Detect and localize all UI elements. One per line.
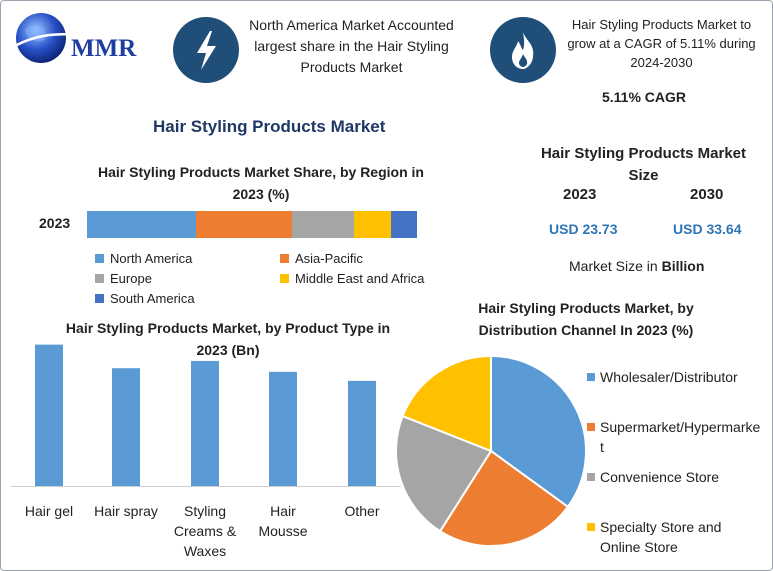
lightning-badge	[173, 17, 239, 83]
product-bar-1	[112, 368, 140, 486]
product-category-label-3: Hair Mousse	[258, 503, 308, 539]
logo-text: MMR	[71, 35, 137, 62]
pie-slice-2	[395, 414, 493, 533]
legend-label: Asia-Pacific	[295, 251, 363, 266]
market-size-value-2023: USD 23.73	[549, 221, 618, 237]
legend-label: Convenience Store	[600, 469, 720, 485]
region-stacked-bar	[87, 211, 417, 238]
product-category-label-1: Hair spray	[94, 503, 158, 519]
market-size-note: Market Size in Billion	[569, 258, 704, 274]
header-cagr-text: Hair Styling Products Market to grow at …	[567, 17, 756, 70]
legend-mea: Middle East and Africa	[280, 271, 424, 286]
pie-legend-convenience: Convenience Store	[587, 467, 767, 487]
market-size-note-text: Market Size in Billion	[569, 258, 704, 274]
logo: MMR	[11, 9, 161, 67]
pie-legend-wholesaler: Wholesaler/Distributor	[587, 367, 767, 387]
region-bar-segment-4	[390, 211, 417, 238]
legend-europe: Europe	[95, 271, 152, 286]
market-size-year-2023: 2023	[563, 186, 597, 203]
legend-label: Supermarket/Hypermarket	[600, 419, 761, 455]
distribution-pie-chart	[395, 354, 587, 547]
legend-swatch	[587, 473, 595, 481]
region-bar-segment-1	[195, 211, 292, 238]
pie-slice-1	[438, 449, 570, 547]
market-size-note-unit: Billion	[661, 258, 705, 274]
legend-label: Specialty Store and Online Store	[600, 519, 722, 555]
product-bar-0	[35, 344, 63, 486]
legend-label: North America	[110, 251, 193, 266]
region-bar-segment-2	[291, 211, 355, 238]
legend-swatch	[95, 294, 104, 303]
region-chart-title: Hair Styling Products Market Share, by R…	[98, 164, 424, 202]
legend-swatch	[280, 274, 289, 283]
legend-label: Middle East and Africa	[295, 271, 425, 286]
legend-swatch	[587, 523, 595, 531]
pie-legend-supermarket: Supermarket/Hypermarket	[587, 417, 763, 457]
main-title: Hair Styling Products Market	[153, 117, 386, 136]
header-north-america-text: North America Market Accounted largest s…	[249, 17, 454, 75]
legend-swatch	[95, 274, 104, 283]
legend-north-america: North America	[95, 251, 192, 266]
legend-label: South America	[110, 291, 195, 306]
pie-legend-specialty: Specialty Store and Online Store	[587, 517, 737, 557]
product-bar-4	[348, 380, 376, 486]
globe-icon	[12, 13, 79, 63]
legend-label: Europe	[110, 271, 152, 286]
region-bar-segment-3	[354, 211, 391, 238]
market-size-note-prefix: Market Size in	[569, 258, 662, 274]
pie-slice-0	[490, 354, 587, 509]
legend-asia-pacific: Asia-Pacific	[280, 251, 363, 266]
cagr-value: 5.11% CAGR	[601, 89, 687, 105]
product-chart-title: Hair Styling Products Market, by Product…	[65, 320, 391, 358]
legend-swatch	[587, 423, 595, 431]
product-bar-chart	[11, 344, 401, 487]
product-category-label-2: Styling Creams & Waxes	[173, 503, 237, 559]
market-size-year-2030: 2030	[690, 186, 724, 203]
distribution-chart-title: Hair Styling Products Market, by Distrib…	[478, 300, 694, 338]
product-category-label-0: Hair gel	[24, 503, 74, 519]
legend-swatch	[95, 254, 104, 263]
lightning-icon	[197, 31, 216, 70]
legend-swatch	[587, 373, 595, 381]
flame-icon	[512, 32, 534, 69]
market-size-value-2030: USD 33.64	[673, 221, 742, 237]
pie-slice-3	[401, 354, 492, 453]
product-bar-2	[191, 360, 219, 486]
region-bar-segment-0	[87, 211, 196, 238]
legend-south-america: South America	[95, 291, 195, 306]
legend-label: Wholesaler/Distributor	[600, 369, 738, 385]
market-size-title: Hair Styling Products Market Size	[540, 145, 747, 184]
flame-badge	[490, 17, 556, 83]
product-category-label-4: Other	[344, 503, 380, 519]
legend-swatch	[280, 254, 289, 263]
region-bar-label: 2023	[39, 215, 71, 231]
product-bar-3	[269, 371, 297, 486]
